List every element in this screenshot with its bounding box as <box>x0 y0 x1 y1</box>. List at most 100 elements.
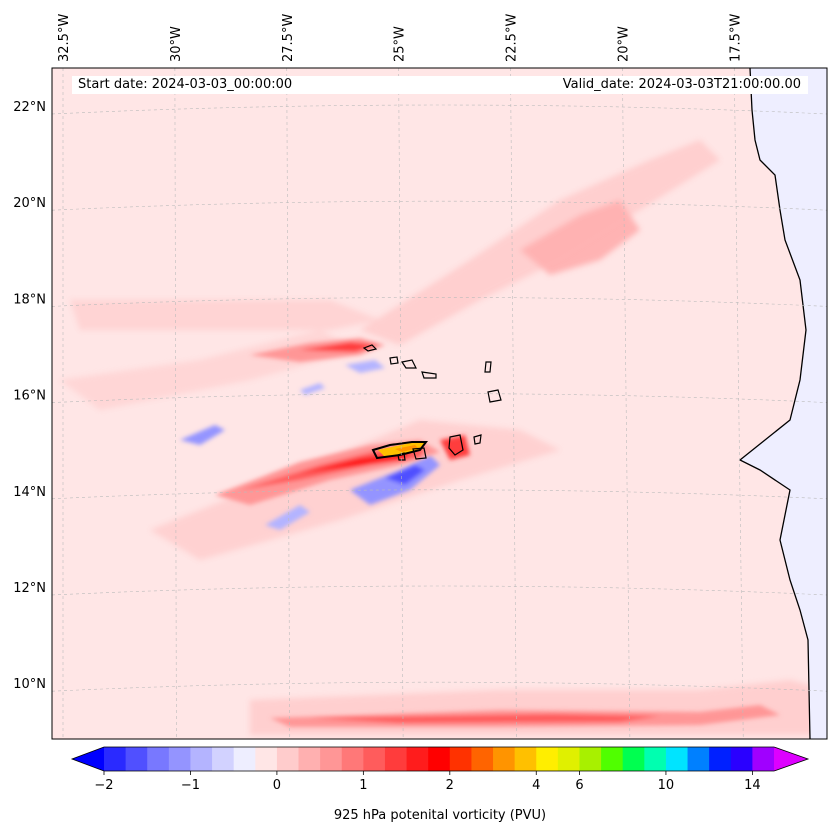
africa-land <box>740 68 827 739</box>
plot-frame <box>51 67 828 740</box>
colorbar-segment <box>514 747 537 771</box>
lon-tick-label: 30°W <box>169 26 184 62</box>
parallel-line <box>52 104 827 115</box>
colorbar-segment <box>471 747 494 771</box>
colorbar-segment <box>644 747 667 771</box>
colorbar-tick-label: −2 <box>94 778 113 793</box>
colorbar-extend-max <box>774 747 808 771</box>
colorbar-segment <box>709 747 732 771</box>
plot-background <box>52 68 827 739</box>
colorbar-tick-label: 6 <box>575 778 583 793</box>
colorbar-segment <box>406 747 429 771</box>
colorbar-segment <box>384 747 408 771</box>
island-boa-vista <box>487 389 502 403</box>
pv-field <box>52 68 827 739</box>
lon-tick-label: 25°W <box>393 26 408 62</box>
colorbar-tick-label: 2 <box>446 778 454 793</box>
neg-patch-cape-verde-core <box>385 465 425 485</box>
latitude-labels: 22°N 20°N 18°N 16°N 14°N 12°N 10°N <box>13 100 46 692</box>
colorbar-segment <box>665 747 689 771</box>
start-date-label: Start date: 2024-03-03_00:00:00 <box>78 77 293 92</box>
lat-tick-label: 10°N <box>13 677 46 692</box>
colorbar-segment <box>687 747 710 771</box>
longitude-labels: 32.5°W 30°W 27.5°W 25°W 22.5°W 20°W 17.5°W <box>57 14 743 62</box>
colorbar <box>70 746 810 772</box>
colorbar-segment <box>298 747 321 771</box>
island-brava <box>412 447 427 460</box>
island-maio <box>448 434 464 456</box>
colorbar-segment <box>276 747 300 771</box>
colorbar-tick-label: 14 <box>744 778 761 793</box>
colorbar-segment <box>341 747 364 771</box>
colorbar-segment <box>579 747 602 771</box>
streak-east-island <box>440 435 470 460</box>
parallel-line <box>52 489 827 500</box>
island-sal <box>484 361 492 373</box>
colorbar-segment <box>168 747 191 771</box>
island-santa-luzia <box>421 371 437 379</box>
island-fogo <box>397 452 406 461</box>
neg-patch-north <box>345 360 385 373</box>
parallel-line <box>52 200 827 211</box>
streak-bottom-core <box>310 714 660 723</box>
lat-tick-label: 18°N <box>13 292 46 307</box>
colorbar-segment <box>730 747 753 771</box>
colorbar-segment <box>255 747 278 771</box>
colorbar-tick-label: 0 <box>273 778 281 793</box>
parallel-line <box>52 585 827 596</box>
colorbar-tick-label: 4 <box>532 778 540 793</box>
colorbar-label: 925 hPa potenital vorticity (PVU) <box>333 808 547 823</box>
lon-tick-label: 27.5°W <box>281 14 296 62</box>
lat-tick-label: 20°N <box>13 196 46 211</box>
colorbar-tick-label: 10 <box>658 778 675 793</box>
lat-tick-label: 22°N <box>13 100 46 115</box>
colorbar-segment <box>147 747 170 771</box>
colorbar-tick-label: −1 <box>181 778 200 793</box>
meridian-line <box>510 68 517 739</box>
lon-tick-label: 20°W <box>616 26 631 62</box>
colorbar-extend-min <box>72 747 104 771</box>
island-sao-nicolau <box>401 359 417 369</box>
colorbar-segment <box>752 747 775 771</box>
colorbar-segment <box>493 747 516 771</box>
colorbar-segment <box>104 747 127 771</box>
meridian-line <box>398 68 404 739</box>
meridian-line <box>733 68 744 739</box>
colorbar-segment <box>125 747 148 771</box>
negative-pv-patches <box>180 360 440 530</box>
colorbar-segment <box>449 747 472 771</box>
colorbar-segment <box>190 747 213 771</box>
parallel-line <box>52 681 827 692</box>
neg-patch-west-2 <box>300 383 325 395</box>
neg-patch-west <box>180 425 225 445</box>
valid-date-banner: Valid_date: 2024-03-03T21:00:00.00 <box>562 76 807 94</box>
colorbar-segment <box>536 747 559 771</box>
colorbar-segment <box>363 747 386 771</box>
island-sao-vicente <box>389 356 399 365</box>
coastline <box>738 68 811 739</box>
patch-northeast-strong <box>520 200 640 275</box>
lat-tick-label: 12°N <box>13 581 46 596</box>
meridian-line <box>622 68 631 739</box>
parallel-line <box>52 297 827 307</box>
island-east <box>473 434 482 445</box>
colorbar-ticks: −2 −1 0 1 2 4 6 10 14 <box>94 771 761 793</box>
neg-patch-south <box>265 505 310 530</box>
colorbar-tick-label: 1 <box>359 778 367 793</box>
lat-tick-label: 14°N <box>13 485 46 500</box>
meridian-line <box>286 68 291 739</box>
colorbar-segment <box>428 747 451 771</box>
graticule <box>52 68 827 739</box>
island-santiago <box>371 441 428 460</box>
meridian-line <box>174 68 177 739</box>
colorbar-segment <box>622 747 645 771</box>
colorbar-segment <box>233 747 256 771</box>
island-santo-antao <box>362 344 378 352</box>
lat-tick-label: 16°N <box>13 389 46 404</box>
pv-maximum-core <box>395 445 418 452</box>
lon-tick-label: 22.5°W <box>505 14 520 62</box>
streak-north-core <box>300 342 378 352</box>
lon-tick-label: 32.5°W <box>57 14 72 62</box>
